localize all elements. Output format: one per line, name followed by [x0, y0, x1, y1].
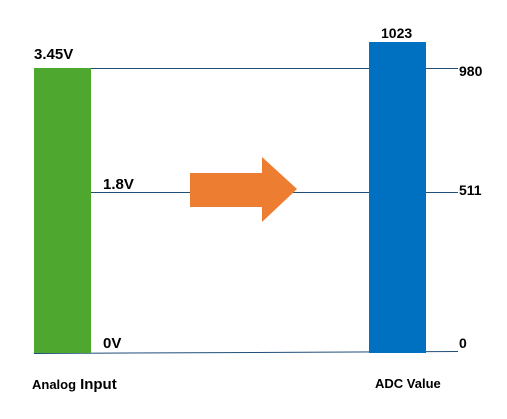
adc-min-label: 0: [459, 335, 467, 351]
analog-max-label: 3.45V: [34, 46, 73, 63]
adc-max-label: 980: [459, 63, 483, 79]
adc-value-bar: [369, 42, 426, 353]
right-arrow-icon: [190, 157, 297, 222]
analog-input-caption: Analog Input: [32, 376, 117, 393]
analog-caption-prefix: Analog: [32, 377, 76, 392]
analog-mid-label: 1.8V: [103, 176, 134, 193]
adc-top-label: 1023: [381, 25, 412, 41]
adc-value-caption: ADC Value: [375, 376, 441, 391]
adc-mid-label: 511: [459, 182, 482, 198]
analog-min-label: 0V: [103, 335, 121, 352]
analog-caption-suffix: Input: [80, 376, 117, 393]
analog-input-bar: [34, 68, 91, 353]
